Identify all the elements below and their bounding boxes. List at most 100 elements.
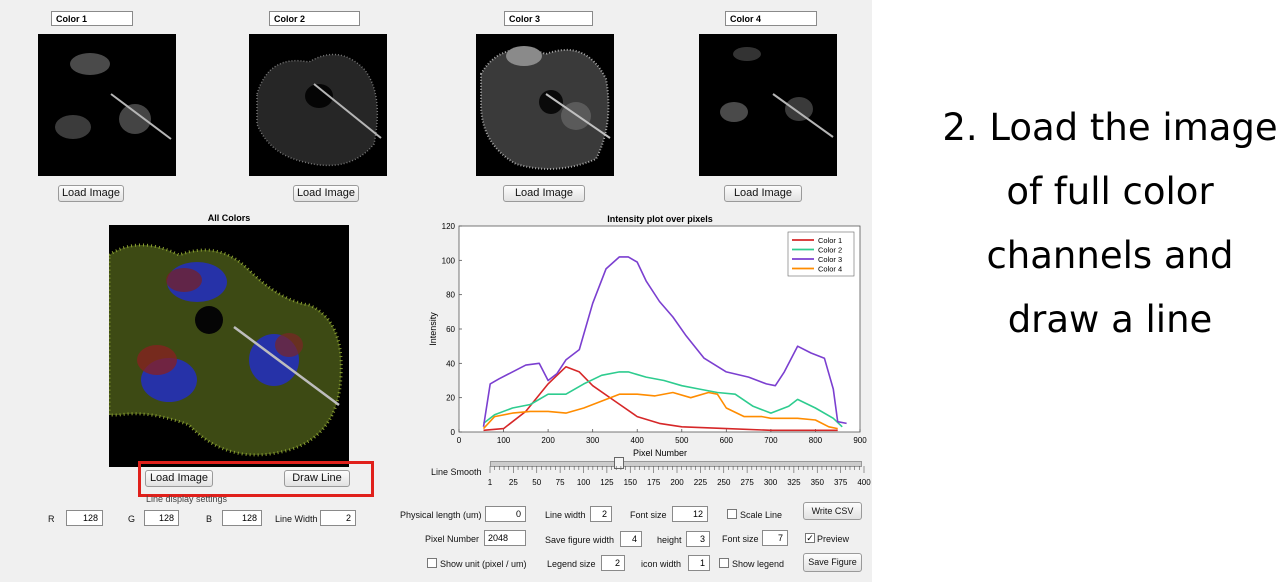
smooth-tick-label: 375 xyxy=(834,478,848,487)
x-tick-label: 0 xyxy=(457,436,462,445)
save-figure-width-label: Save figure width xyxy=(545,535,615,545)
y-tick-label: 40 xyxy=(446,359,455,368)
smooth-tick-label: 50 xyxy=(532,478,541,487)
color3-title: Color 3 xyxy=(504,11,593,26)
legend-label-3: Color 3 xyxy=(818,255,842,264)
save-figure-width-field[interactable]: 4 xyxy=(620,531,642,547)
smooth-tick-label: 325 xyxy=(787,478,801,487)
legend-label-4: Color 4 xyxy=(818,265,842,274)
x-tick-label: 300 xyxy=(586,436,600,445)
color2-title: Color 2 xyxy=(269,11,360,26)
x-tick-label: 800 xyxy=(809,436,823,445)
highlight-box xyxy=(138,461,374,497)
y-tick-label: 60 xyxy=(446,325,455,334)
smooth-tick-label: 75 xyxy=(556,478,565,487)
load-image-merged-button[interactable]: Load Image xyxy=(145,470,213,487)
pixel-number-label: Pixel Number xyxy=(425,534,480,544)
app-window: Color 1 Color 2 Color 3 Color 4 xyxy=(0,0,872,582)
smooth-tick-label: 125 xyxy=(600,478,614,487)
scale-line-checkbox[interactable] xyxy=(727,509,737,519)
color3-image xyxy=(476,34,614,176)
color2-image xyxy=(249,34,387,176)
color1-image xyxy=(38,34,176,176)
y-axis-label: Intensity xyxy=(428,312,438,346)
legend-size-label: Legend size xyxy=(547,559,596,569)
x-tick-label: 400 xyxy=(631,436,645,445)
smooth-tick-label: 275 xyxy=(740,478,754,487)
plot-title: Intensity plot over pixels xyxy=(607,214,713,224)
y-tick-label: 20 xyxy=(446,394,455,403)
smooth-tick-label: 175 xyxy=(647,478,661,487)
pixel-number-field[interactable]: 2048 xyxy=(484,530,526,546)
font-size2-field[interactable]: 7 xyxy=(762,530,788,546)
icon-width-label: icon width xyxy=(641,559,682,569)
load-image-color2-button[interactable]: Load Image xyxy=(293,185,359,202)
color4-image xyxy=(699,34,837,176)
height-label: height xyxy=(657,535,682,545)
font-size-field[interactable]: 12 xyxy=(672,506,708,522)
merged-image xyxy=(109,225,349,467)
line-smooth-label: Line Smooth xyxy=(431,467,482,477)
icon-width-field[interactable]: 1 xyxy=(688,555,710,571)
y-tick-label: 0 xyxy=(451,428,456,437)
x-tick-label: 700 xyxy=(764,436,778,445)
scale-line-label: Scale Line xyxy=(740,510,783,520)
preview-label: Preview xyxy=(817,534,850,544)
load-image-color3-button[interactable]: Load Image xyxy=(503,185,585,202)
load-image-color1-button[interactable]: Load Image xyxy=(58,185,124,202)
b-field[interactable]: 128 xyxy=(222,510,262,526)
show-legend-label: Show legend xyxy=(732,559,785,569)
save-figure-button[interactable]: Save Figure xyxy=(803,553,862,572)
show-unit-checkbox[interactable] xyxy=(427,558,437,568)
series-line-2 xyxy=(483,371,843,428)
intensity-plot: Intensity plot over pixels 0 100 200 300 400… xyxy=(428,214,867,458)
legend-label-1: Color 1 xyxy=(818,236,842,245)
color4-title: Color 4 xyxy=(725,11,817,26)
color1-title: Color 1 xyxy=(51,11,133,26)
smooth-tick-label: 300 xyxy=(764,478,778,487)
line-width-field[interactable]: 2 xyxy=(320,510,356,526)
smooth-tick-label: 225 xyxy=(694,478,708,487)
x-tick-label: 600 xyxy=(720,436,734,445)
height-field[interactable]: 3 xyxy=(686,531,710,547)
line-smooth-scale: 1 25 50 75 100 125 150 175 200 225 250 275 300 325 350… xyxy=(488,466,871,487)
g-field[interactable]: 128 xyxy=(144,510,179,526)
smooth-tick-label: 1 xyxy=(488,478,493,487)
r-label: R xyxy=(48,514,55,524)
line-width2-label: Line width xyxy=(545,510,586,520)
series-line-3 xyxy=(482,256,847,427)
font-size-label: Font size xyxy=(630,510,667,520)
smooth-tick-label: 350 xyxy=(811,478,825,487)
load-image-color4-button[interactable]: Load Image xyxy=(724,185,802,202)
instruction-text: 2. Load the image of full color channels… xyxy=(942,106,1278,341)
x-tick-label: 100 xyxy=(497,436,511,445)
line-display-settings-label: Line display settings xyxy=(146,494,228,504)
smooth-tick-label: 250 xyxy=(717,478,731,487)
draw-line-button[interactable]: Draw Line xyxy=(284,470,350,487)
y-tick-label: 80 xyxy=(446,291,455,300)
smooth-tick-label: 400 xyxy=(857,478,871,487)
physical-length-label: Physical length (um) xyxy=(400,510,482,520)
x-axis-label: Pixel Number xyxy=(633,448,687,458)
smooth-tick-label: 150 xyxy=(624,478,638,487)
g-label: G xyxy=(128,514,136,524)
y-tick-label: 100 xyxy=(442,256,456,265)
y-tick-label: 120 xyxy=(442,222,456,231)
series-line-4 xyxy=(482,391,838,430)
physical-length-field[interactable]: 0 xyxy=(485,506,526,522)
line-smooth-thumb[interactable] xyxy=(614,457,624,469)
all-colors-title: All Colors xyxy=(207,213,251,223)
line-width2-field[interactable]: 2 xyxy=(590,506,612,522)
line-smooth-slider[interactable] xyxy=(490,461,862,467)
show-legend-checkbox[interactable] xyxy=(719,558,729,568)
preview-checkbox[interactable]: ✓ xyxy=(805,533,815,543)
write-csv-button[interactable]: Write CSV xyxy=(803,502,862,520)
smooth-tick-label: 100 xyxy=(577,478,591,487)
legend-size-field[interactable]: 2 xyxy=(601,555,625,571)
legend-label-2: Color 2 xyxy=(818,246,842,255)
x-tick-label: 500 xyxy=(675,436,689,445)
r-field[interactable]: 128 xyxy=(66,510,103,526)
smooth-tick-label: 25 xyxy=(509,478,518,487)
show-unit-label: Show unit (pixel / um) xyxy=(440,559,527,569)
